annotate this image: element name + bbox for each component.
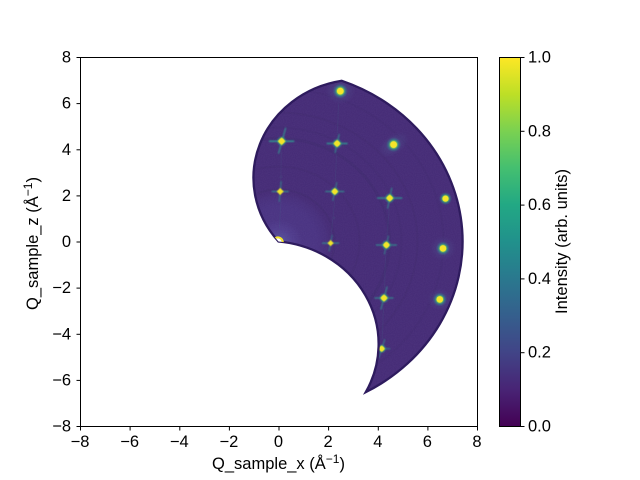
svg-text:Q_sample_x (Å−1): Q_sample_x (Å−1) [212, 452, 345, 473]
svg-text:−6: −6 [52, 371, 71, 389]
svg-text:8: 8 [62, 49, 71, 67]
svg-text:−8: −8 [71, 433, 90, 451]
svg-text:−8: −8 [52, 418, 71, 436]
svg-text:2: 2 [324, 433, 333, 451]
svg-text:0.6: 0.6 [528, 196, 551, 214]
svg-text:−4: −4 [170, 433, 189, 451]
svg-text:−2: −2 [219, 433, 238, 451]
svg-text:0.2: 0.2 [528, 344, 551, 362]
svg-text:2: 2 [62, 187, 71, 205]
svg-text:−4: −4 [52, 325, 71, 343]
svg-text:Q_sample_z (Å−1): Q_sample_z (Å−1) [21, 177, 42, 310]
svg-text:0.8: 0.8 [528, 122, 551, 140]
svg-text:6: 6 [62, 95, 71, 113]
svg-text:0: 0 [62, 233, 71, 251]
svg-text:1.0: 1.0 [528, 49, 551, 67]
svg-text:0.4: 0.4 [528, 270, 551, 288]
svg-text:6: 6 [423, 433, 432, 451]
svg-text:8: 8 [472, 433, 481, 451]
svg-text:−2: −2 [52, 279, 71, 297]
svg-text:4: 4 [62, 141, 71, 159]
svg-text:0: 0 [274, 433, 283, 451]
svg-text:4: 4 [373, 433, 382, 451]
svg-text:Intensity (arb. units): Intensity (arb. units) [553, 169, 571, 314]
svg-text:−6: −6 [120, 433, 139, 451]
svg-text:0.0: 0.0 [528, 418, 551, 436]
